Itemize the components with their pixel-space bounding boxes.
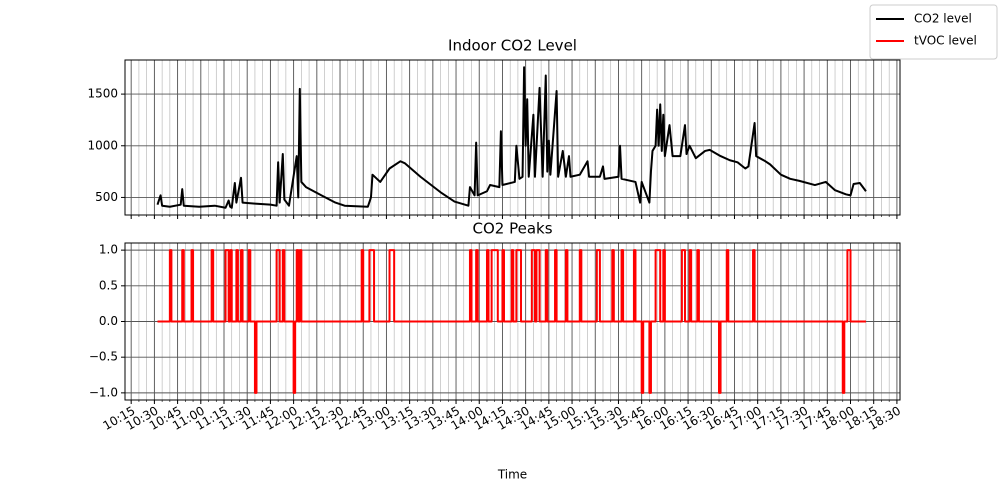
data-line bbox=[157, 249, 866, 394]
legend-label: tVOC level bbox=[914, 34, 977, 48]
y-tick-label: 0.5 bbox=[99, 278, 118, 292]
y-tick-label: −1.0 bbox=[89, 385, 118, 399]
y-tick-label: 0.0 bbox=[99, 314, 118, 328]
legend-label: CO2 level bbox=[914, 12, 972, 26]
y-tick-label: 1500 bbox=[87, 87, 118, 101]
y-tick-label: 1000 bbox=[87, 138, 118, 152]
axes-frame bbox=[124, 242, 901, 401]
y-tick-label: 1.0 bbox=[99, 243, 118, 257]
axes-title: Indoor CO2 Level bbox=[448, 37, 577, 55]
axes-title: CO2 Peaks bbox=[472, 220, 552, 238]
x-axis-label: Time bbox=[497, 468, 527, 482]
axes-frame bbox=[124, 59, 901, 216]
y-tick-label: 500 bbox=[95, 190, 118, 204]
data-line bbox=[156, 66, 867, 209]
y-tick-label: −0.5 bbox=[89, 350, 118, 364]
